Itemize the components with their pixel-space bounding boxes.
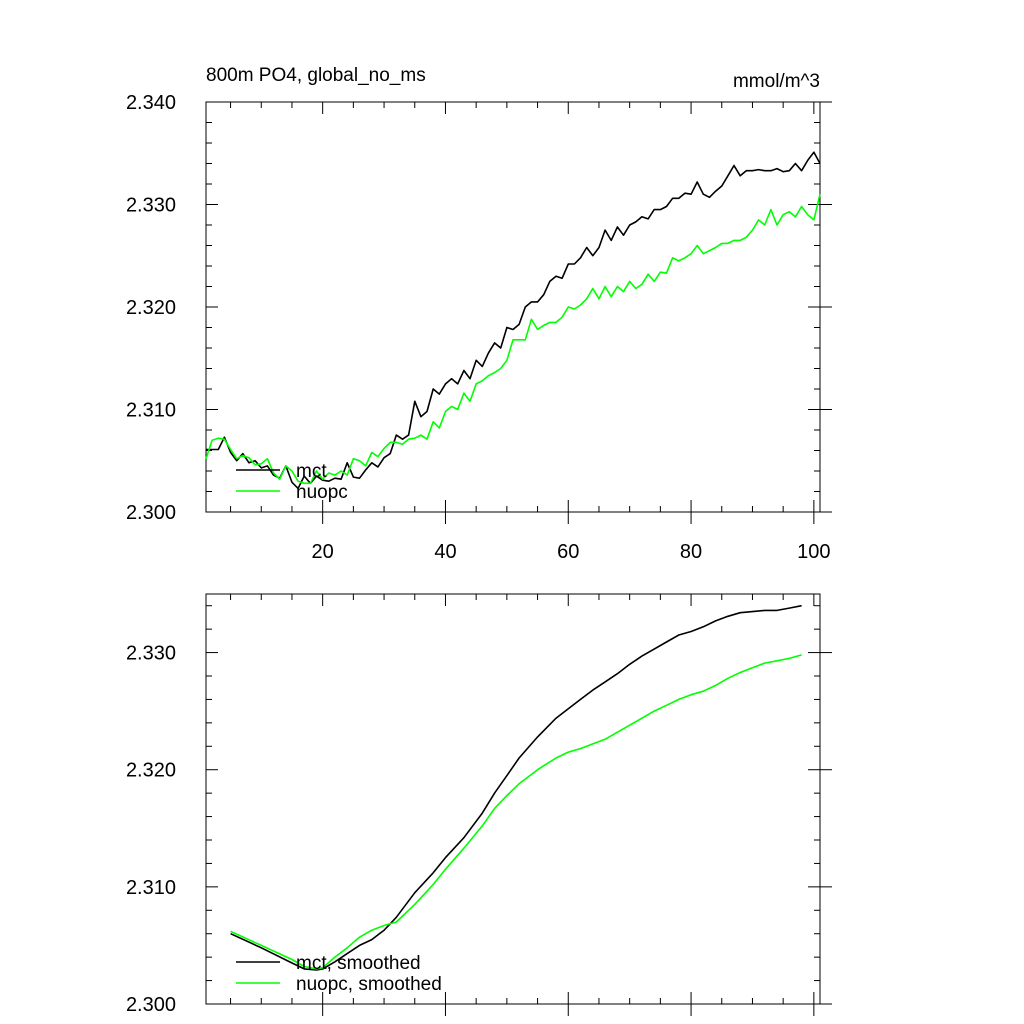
y-tick-label: 2.310 [126,400,176,422]
chart-bottom: 2.300 2.310 2.320 2.330 mct, smoothednuopc,… [126,593,832,1016]
y-tick-label: 2.320 [126,297,176,319]
chart-top: 800m PO4, global_no_ms mmol/m^3 20 40 60 80… [126,65,832,563]
x-tick-label: 40 [434,541,456,563]
chart-title: 800m PO4, global_no_ms [206,65,426,86]
legend-label: mct [296,461,327,482]
series-line-mct-smoothed [230,604,802,971]
x-tick-label: 80 [680,541,702,563]
y-tick-label: 2.340 [126,92,176,114]
ticks-bottom: 2.300 2.310 2.320 2.330 [126,594,832,1016]
plot-frame-top [205,101,821,513]
x-tick-label: 100 [797,541,830,563]
y-tick-label: 2.330 [126,195,176,217]
series-line-nuopc [205,194,821,485]
legend-label: nuopc [296,482,348,503]
lines-top [205,151,821,490]
series-line-mct [206,151,821,490]
lines-bottom [230,604,802,971]
y-tick-label: 2.310 [126,877,176,899]
y-tick-label: 2.320 [126,760,176,782]
x-tick-label: 20 [312,541,334,563]
plot-frame-bottom [205,593,821,1005]
legend-label: nuopc, smoothed [296,974,442,995]
y-tick-label: 2.300 [126,994,176,1016]
y-tick-label: 2.330 [126,643,176,665]
x-tick-label: 60 [557,541,579,563]
series-line-nuopc-smoothed [230,654,802,970]
legend-label: mct, smoothed [296,953,421,974]
y-tick-label: 2.300 [126,502,176,524]
chart-units: mmol/m^3 [733,71,820,92]
ticks-top: 20 40 60 80 100 2.300 2.310 2.320 2.330 2.340 [126,92,832,563]
